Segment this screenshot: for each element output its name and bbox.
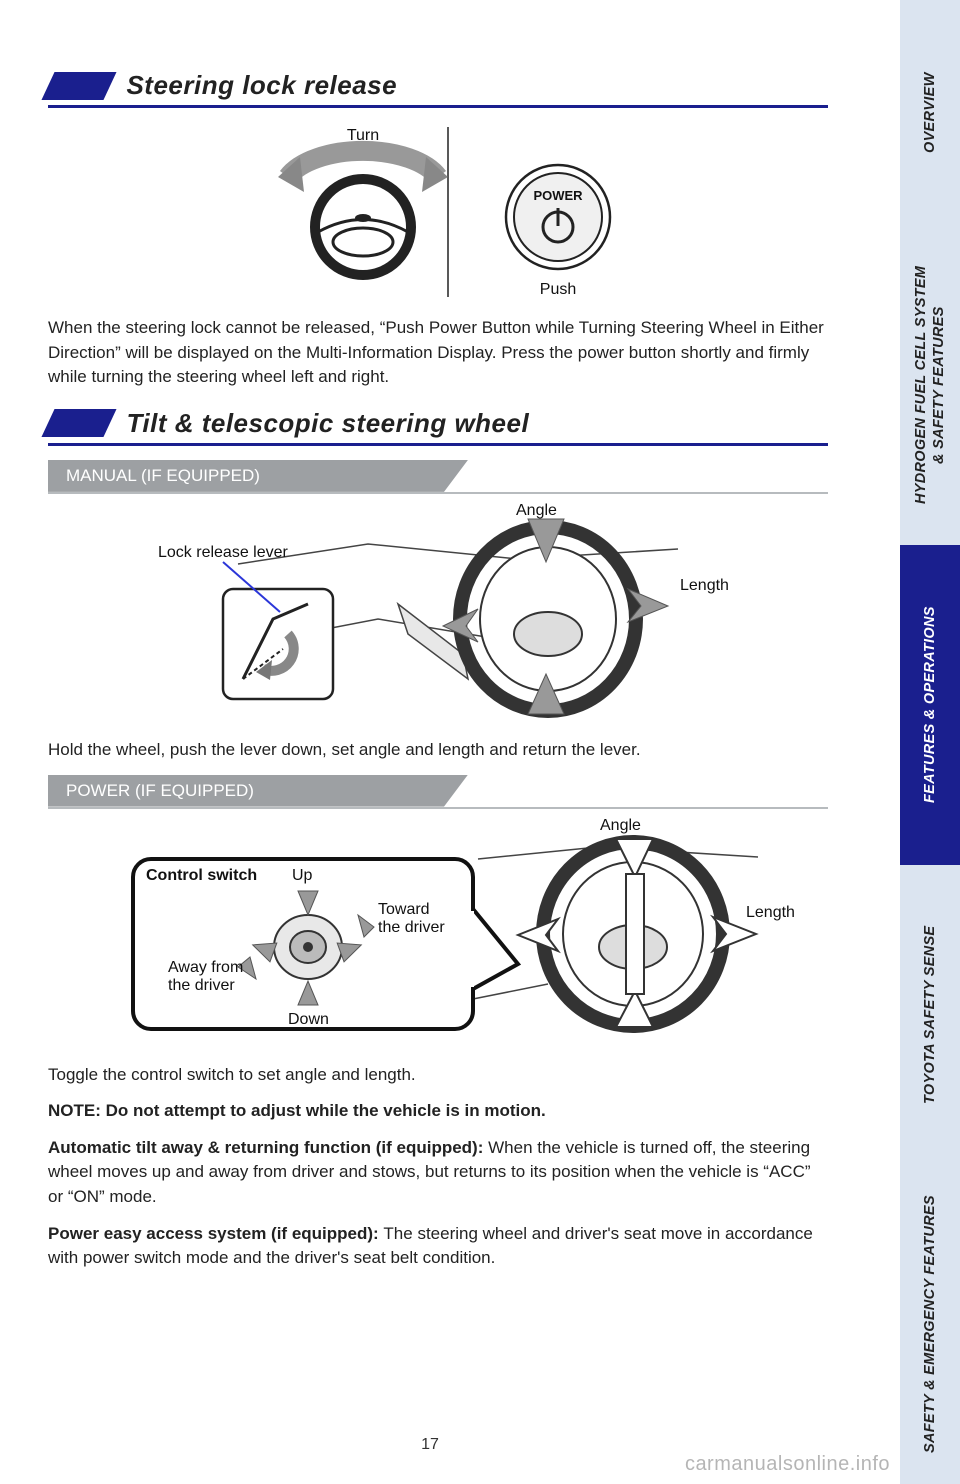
toward-label: Toward the driver <box>378 901 445 937</box>
up-label: Up <box>292 867 312 885</box>
angle-label: Angle <box>516 502 557 520</box>
section-title-steering-lock: Steering lock release <box>48 70 828 108</box>
body-text-1: When the steering lock cannot be release… <box>48 316 828 390</box>
tab-features[interactable]: FEATURES & OPERATIONS <box>900 545 960 865</box>
sub-divider <box>48 807 828 809</box>
figure-steering-lock: Turn POWER Push <box>188 122 708 302</box>
easy-access-label: Power easy access system (if equipped): <box>48 1224 383 1243</box>
auto-tilt-label: Automatic tilt away & returning function… <box>48 1138 488 1157</box>
tab-overview[interactable]: OVERVIEW <box>900 0 960 225</box>
sub-heading-manual: MANUAL (IF EQUIPPED) <box>48 460 468 492</box>
body-text-2: Hold the wheel, push the lever down, set… <box>48 738 828 763</box>
away-label: Away from the driver <box>168 959 243 995</box>
tab-safety[interactable]: SAFETY & EMERGENCY FEATURES <box>900 1165 960 1484</box>
length-label: Length <box>680 577 729 595</box>
figure-power-tilt: Control switch Up Down Toward the driver… <box>78 819 798 1049</box>
tab-tss[interactable]: TOYOTA SAFETY SENSE <box>900 865 960 1165</box>
sub-heading-power: POWER (IF EQUIPPED) <box>48 775 468 807</box>
section-title-tilt: Tilt & telescopic steering wheel <box>48 408 828 446</box>
angle-label: Angle <box>600 817 641 835</box>
easy-access-text: Power easy access system (if equipped): … <box>48 1222 828 1271</box>
sub-divider <box>48 492 828 494</box>
tab-hydrogen[interactable]: HYDROGEN FUEL CELL SYSTEM & SAFETY FEATU… <box>900 225 960 545</box>
auto-tilt-text: Automatic tilt away & returning function… <box>48 1136 828 1210</box>
body-text-3: Toggle the control switch to set angle a… <box>48 1063 828 1088</box>
lever-label: Lock release lever <box>158 544 288 562</box>
power-label: POWER <box>533 188 583 203</box>
down-label: Down <box>288 1011 329 1029</box>
control-switch-label: Control switch <box>146 867 257 885</box>
chevron-shape <box>41 72 116 100</box>
chevron-shape <box>41 409 116 437</box>
page-number: 17 <box>0 1436 860 1454</box>
figure-manual-tilt: Lock release lever Angle Length <box>108 504 748 724</box>
note-text: NOTE: Do not attempt to adjust while the… <box>48 1099 828 1124</box>
length-label: Length <box>746 904 795 922</box>
side-tabs: OVERVIEW HYDROGEN FUEL CELL SYSTEM & SAF… <box>900 0 960 1484</box>
watermark: carmanualsonline.info <box>685 1453 890 1476</box>
section-heading: Steering lock release <box>126 70 397 101</box>
push-label: Push <box>540 281 576 298</box>
section-heading: Tilt & telescopic steering wheel <box>126 408 529 439</box>
